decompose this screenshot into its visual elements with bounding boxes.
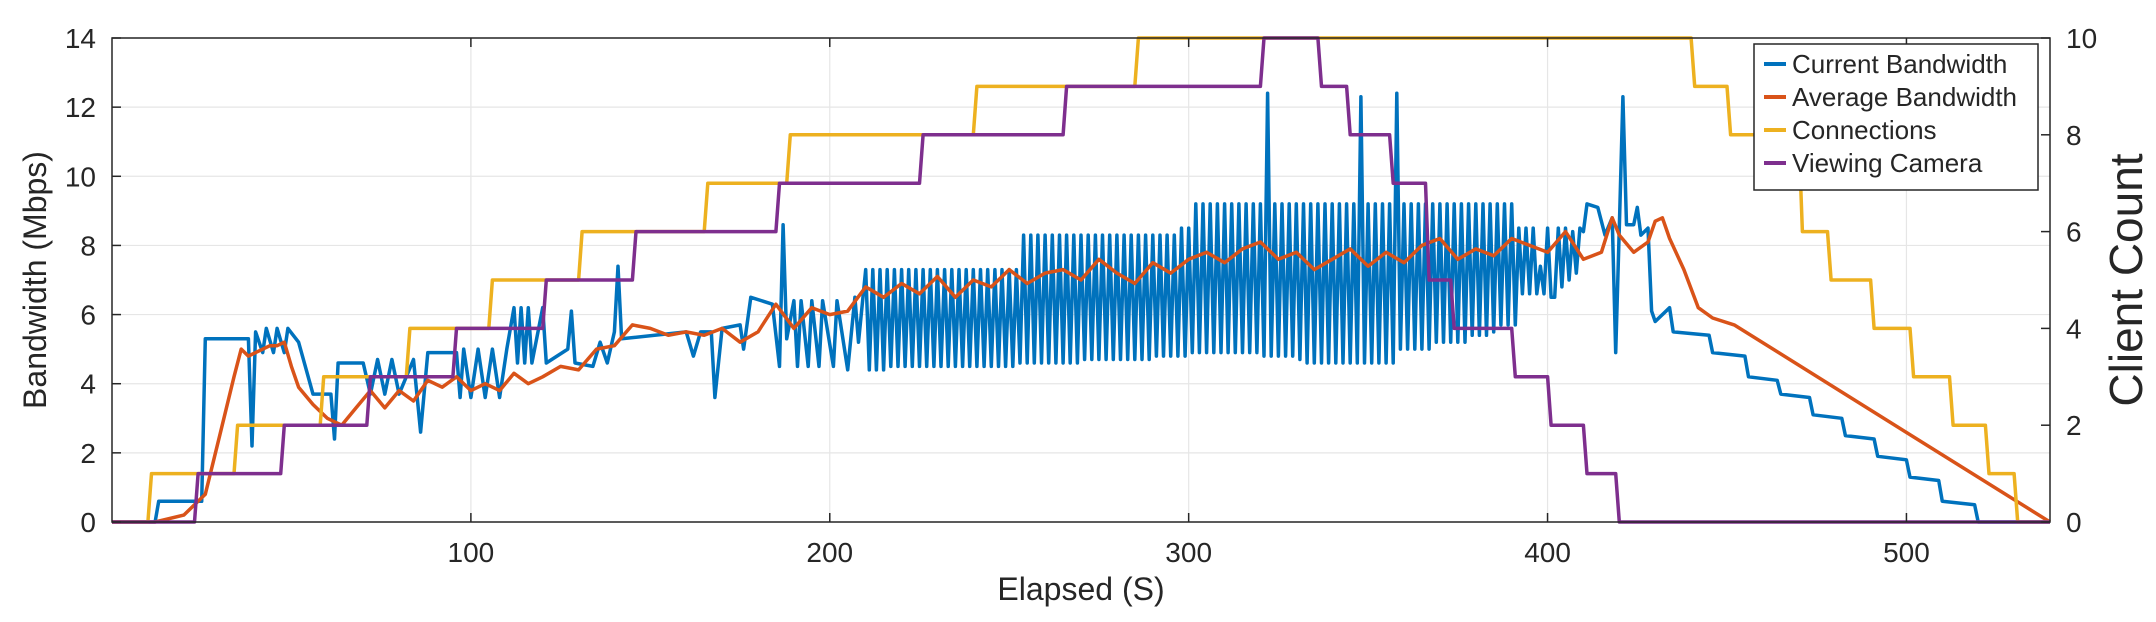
y-tick-label-right: 0 — [2066, 507, 2082, 538]
y-tick-label-right: 6 — [2066, 217, 2082, 248]
y-tick-label-right: 2 — [2066, 410, 2082, 441]
legend-label-connections: Connections — [1792, 115, 1937, 145]
y-tick-label-left: 12 — [65, 92, 96, 123]
series-line-current-bandwidth — [112, 91, 2050, 524]
series-line-connections — [112, 36, 2050, 524]
y-tick-label-left: 0 — [80, 507, 96, 538]
series-lines — [112, 36, 2051, 524]
y-axis-title-left: Bandwidth (Mbps) — [17, 151, 53, 409]
plot-frame — [111, 37, 2051, 523]
x-tick-label: 100 — [448, 537, 495, 568]
x-tick-label: 500 — [1883, 537, 1930, 568]
y-tick-label-right: 4 — [2066, 313, 2082, 344]
x-tick-label: 300 — [1165, 537, 1212, 568]
x-axis-title: Elapsed (S) — [997, 571, 1164, 607]
series-line-average-bandwidth — [112, 216, 2051, 524]
legend-label-current-bandwidth: Current Bandwidth — [1792, 49, 2007, 79]
y-axis-title-right: Client Count — [2100, 153, 2152, 406]
y-tick-label-left: 4 — [80, 369, 96, 400]
y-tick-label-left: 6 — [80, 300, 96, 331]
x-tick-label: 200 — [806, 537, 853, 568]
y-tick-label-left: 10 — [65, 161, 96, 192]
ticks: 100 200 300 400 500 0 2 4 6 8 10 12 14 0 2 4 6 8 10 — [65, 23, 2097, 568]
x-tick-label: 400 — [1524, 537, 1571, 568]
y-tick-label-left: 14 — [65, 23, 96, 54]
y-tick-label-right: 8 — [2066, 120, 2082, 151]
legend-label-average-bandwidth: Average Bandwidth — [1792, 82, 2017, 112]
y-tick-label-left: 8 — [80, 230, 96, 261]
series-line-viewing-camera — [112, 36, 2050, 524]
legend-box — [1753, 43, 2039, 191]
y-tick-label-right: 10 — [2066, 23, 2097, 54]
y-tick-label-left: 2 — [80, 438, 96, 469]
legend-label-viewing-camera: Viewing Camera — [1792, 148, 1983, 178]
